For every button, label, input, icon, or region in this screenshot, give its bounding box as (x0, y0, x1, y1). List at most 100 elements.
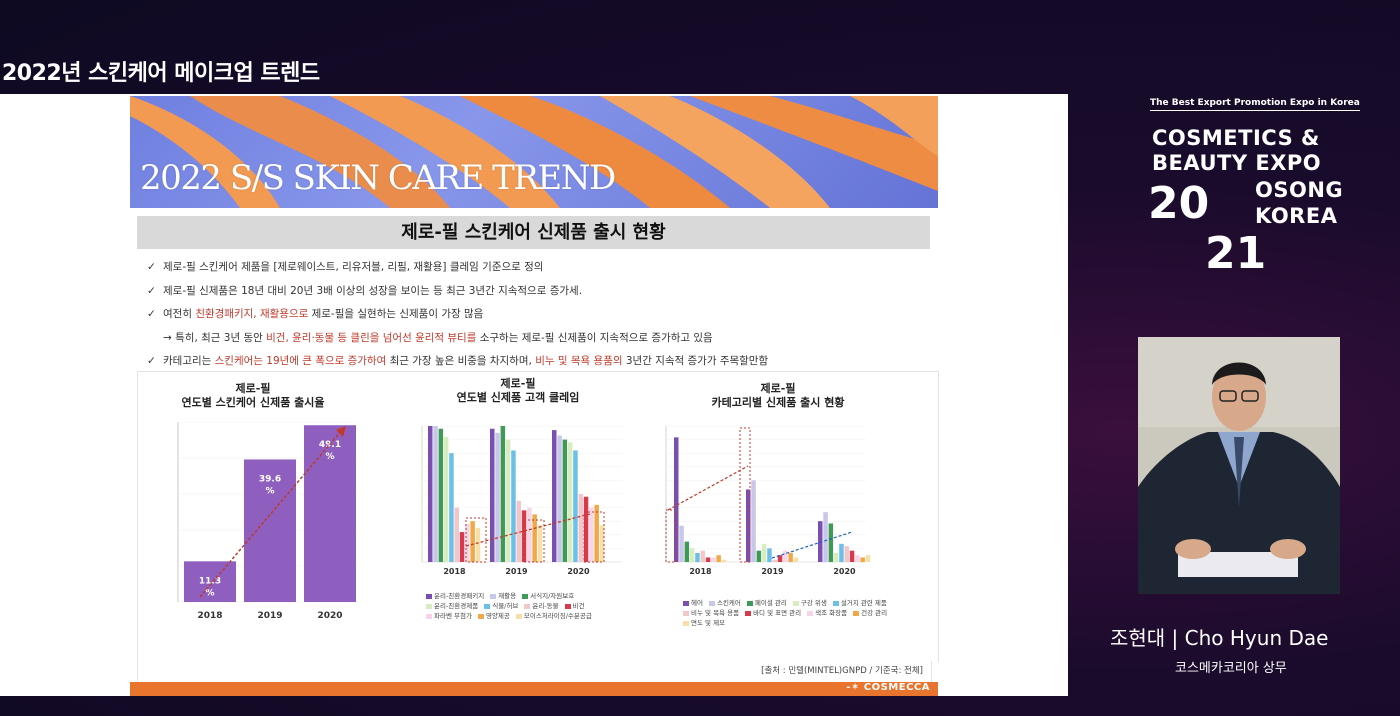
bar (793, 557, 799, 562)
bar (516, 500, 521, 562)
expo-line2: BEAUTY EXPO (1152, 151, 1322, 175)
legend-swatch (490, 593, 497, 599)
highlight-box (739, 427, 751, 563)
bar (594, 504, 599, 562)
chart3-title-line1: 제로-필 (760, 382, 796, 395)
bar (304, 425, 356, 602)
chart1-title: 제로-필 연도별 스킨케어 신제품 출시율 (153, 382, 353, 410)
legend-item: 윤리-친환경제품 (426, 600, 478, 610)
legend-label: 파라벤 무첨가 (434, 612, 472, 620)
highlight-box (665, 509, 677, 563)
bullet-item: ✓ 제로-필 신제품은 18년 대비 20년 3배 이상의 성장을 보이는 등 최… (145, 281, 925, 305)
chart2-title: 제로-필 연도별 신제품 고객 클레임 (418, 377, 618, 405)
bar (684, 541, 690, 562)
legend-swatch (484, 603, 491, 609)
chart3-title-line2: 카테고리별 신제품 출시 현황 (711, 396, 845, 409)
bar (721, 559, 727, 562)
expo-line4: KOREA (1255, 204, 1338, 228)
bar (583, 496, 589, 562)
chart1-svg: 11.3% 2018 39.6% 2019 49.1% 2020 (177, 422, 358, 621)
legend-label: 영양제공 (485, 612, 510, 620)
legend-swatch (477, 613, 484, 619)
legend-label: 설거지 관련 제품 (840, 599, 887, 607)
bar (505, 439, 511, 562)
speaker-image (1138, 337, 1340, 594)
legend-item: 서식지/자원보호 (522, 590, 574, 600)
legend-label: 재활용 (498, 592, 517, 600)
bar (788, 552, 793, 562)
legend-label: 윤리-친환경제품 (434, 602, 479, 610)
source-text: [출처 : 민텔(MINTEL)GNPD / 기준국: 전체] (761, 666, 923, 676)
bar (823, 512, 828, 562)
bullet-highlight: 비건, 윤리·동물 등 클린을 넘어선 윤리적 뷰티를 (266, 331, 477, 344)
bar (475, 528, 481, 562)
bullet-text: 여전히 (163, 308, 196, 320)
expo-line3: OSONG (1255, 178, 1344, 202)
chart3-legend: 헤어 스킨케어 페이셜 관리 구강 위생 설거지 관련 제품비누 및 목욕 용품 바디 및… (683, 597, 903, 627)
check-icon: ✓ (147, 355, 156, 367)
bar (573, 450, 578, 562)
bar (428, 426, 433, 562)
chart1-title-line1: 제로-필 (235, 382, 271, 395)
bar (578, 494, 583, 562)
bar (490, 428, 495, 562)
legend-label: 식물/허브 (492, 602, 519, 610)
x-tick-label: 2018 (197, 611, 222, 621)
x-tick-label: 2020 (833, 567, 856, 576)
bar (761, 543, 767, 562)
legend-item: 재활용 (490, 590, 516, 600)
bar (849, 550, 855, 562)
legend-swatch (426, 613, 432, 619)
legend-swatch (832, 600, 839, 606)
legend-label: 모이스처라이징/수분공급 (523, 612, 592, 620)
legend-item: 비누 및 목욕 용품 (683, 607, 739, 617)
bullet-text: → 특히, 최근 3년 동안 (163, 331, 267, 344)
bar (438, 428, 444, 562)
bar (589, 507, 594, 562)
legend-swatch (683, 600, 689, 606)
source-note: [출처 : 민텔(MINTEL)GNPD / 기준국: 전체] (137, 661, 932, 684)
bar (674, 437, 679, 562)
legend-item: 건강 관리 (853, 607, 887, 617)
data-label-unit: % (325, 452, 334, 462)
bullet-highlight: 비누 및 목욕 용품의 (535, 355, 623, 367)
data-label-unit: % (265, 486, 274, 496)
chart2-title-line1: 제로-필 (500, 377, 536, 390)
bar (454, 507, 459, 562)
highlight-box (465, 517, 487, 563)
legend-item: 설거지 관련 제품 (832, 597, 887, 607)
data-label: 11.3 (199, 576, 221, 586)
legend-swatch (524, 603, 531, 609)
legend-item: 스킨케어 (708, 597, 741, 607)
legend-swatch (515, 613, 522, 619)
speaker-role: 코스메카코리아 상무 (1175, 661, 1287, 676)
legend-swatch (807, 610, 814, 616)
bar (767, 548, 772, 562)
bullet-text: 제로-필 스킨케어 제품을 [제로웨이스트, 리유저블, 리필, 재활용] 클레… (163, 261, 544, 273)
bar (839, 543, 844, 562)
legend-label: 건강 관리 (861, 609, 888, 617)
legend-item: 영양제공 (477, 610, 510, 620)
bullet-text: 제로-필 신제품은 18년 대비 20년 3배 이상의 성장을 보이는 등 최근… (163, 284, 583, 297)
x-tick-label: 2019 (505, 567, 528, 576)
trend-arrow-blue (771, 531, 853, 559)
legend-swatch (426, 593, 432, 599)
data-label: 39.6 (259, 474, 281, 484)
bar (465, 523, 470, 562)
bullet-highlight: 친환경패키지, 재활용으로 (195, 308, 309, 320)
legend-swatch (683, 620, 689, 626)
expo-tagline: The Best Export Promotion Expo in Korea (1150, 98, 1360, 111)
legend-item: 페이셜 관리 (746, 597, 787, 607)
bar (695, 552, 700, 562)
bar (599, 525, 605, 562)
bar (459, 532, 465, 562)
legend-label: 윤리-친환경패키지 (434, 592, 485, 600)
leaf-pattern (130, 96, 938, 208)
legend-label: 비누 및 목욕 용품 (691, 609, 740, 617)
bar (751, 480, 756, 562)
bar (700, 550, 705, 562)
legend-item: 바디 및 표면 관리 (745, 607, 801, 617)
bar (679, 525, 684, 562)
bar (433, 426, 438, 562)
data-label-unit: % (205, 588, 214, 598)
